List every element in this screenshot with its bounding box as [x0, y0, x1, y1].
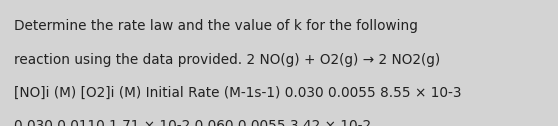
- Text: Determine the rate law and the value of k for the following: Determine the rate law and the value of …: [14, 19, 418, 33]
- Text: reaction using the data provided. 2 NO(g) + O2(g) → 2 NO2(g): reaction using the data provided. 2 NO(g…: [14, 53, 440, 67]
- Text: 0.030 0.0110 1.71 × 10-2 0.060 0.0055 3.42 × 10-2: 0.030 0.0110 1.71 × 10-2 0.060 0.0055 3.…: [14, 119, 371, 126]
- Text: [NO]i (M) [O2]i (M) Initial Rate (M-1s-1) 0.030 0.0055 8.55 × 10-3: [NO]i (M) [O2]i (M) Initial Rate (M-1s-1…: [14, 86, 461, 100]
